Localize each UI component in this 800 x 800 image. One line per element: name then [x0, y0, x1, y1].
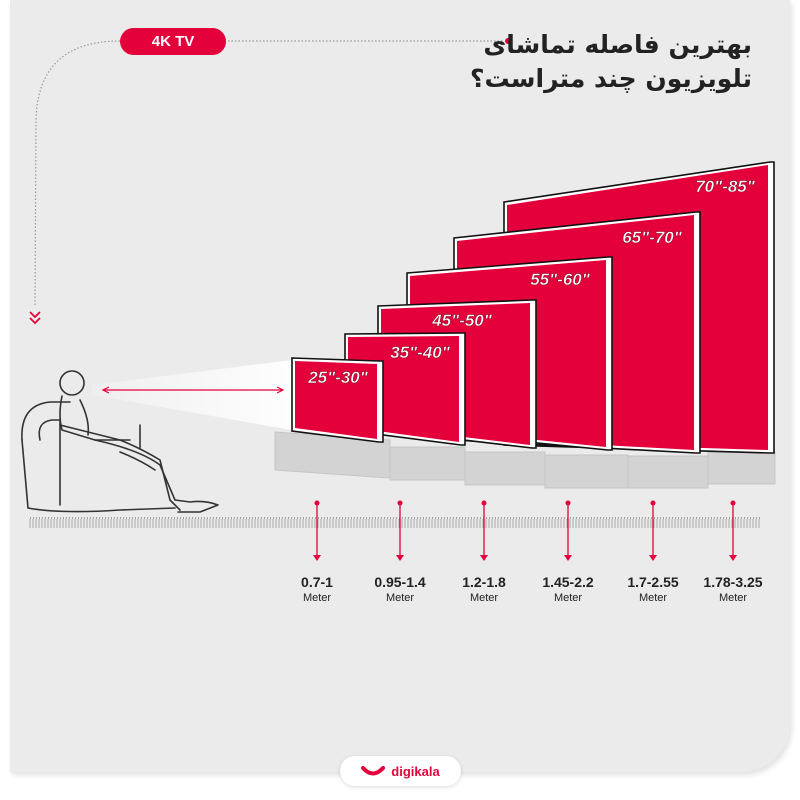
distance-value: 0.95-1.4: [374, 574, 426, 590]
page-title: بهترین فاصله تماشای تلویزیون چند متراست؟: [470, 28, 752, 96]
person-on-armchair-icon: [21, 370, 219, 513]
title-line-1: بهترین فاصله تماشای: [483, 30, 752, 59]
dotted-curve: [34, 40, 121, 306]
distance-unit: Meter: [385, 592, 415, 604]
distance-label: 0.95-1.4 Meter: [345, 574, 455, 604]
tv-size-label: 45"-50": [431, 311, 493, 330]
distance-unit: Meter: [302, 592, 332, 604]
tv-size-label: 25"-30": [307, 368, 369, 387]
distance-value: 1.78-3.25: [703, 574, 763, 590]
tv-size-label: 70"-85": [695, 177, 756, 196]
distance-arrow: [480, 500, 488, 561]
smile-logo-icon: [361, 766, 386, 776]
brand-name: digikala: [391, 763, 440, 779]
tv-size-label: 35"-40": [390, 343, 451, 362]
distance-unit: Meter: [469, 592, 499, 604]
distance-label: 1.2-1.8 Meter: [429, 574, 539, 604]
distance-arrow: [564, 500, 572, 561]
digikala-logo: digikala: [340, 756, 461, 786]
tv-size-label: 65"-70": [622, 228, 683, 247]
view-beam: [92, 360, 292, 430]
tv-stands: [274, 431, 776, 489]
distance-label: 0.7-1 Meter: [262, 574, 372, 604]
distance-value: 1.45-2.2: [542, 574, 594, 590]
title-line-2: تلویزیون چند متراست؟: [469, 64, 752, 93]
distance-value: 1.7-2.55: [627, 574, 679, 590]
distance-label: 1.78-3.25 Meter: [678, 574, 788, 604]
distance-unit: Meter: [718, 592, 748, 604]
distance-arrow: [649, 500, 657, 561]
distance-arrow: [729, 500, 737, 561]
chevron-down-icon: [29, 311, 41, 325]
tv-screen: [295, 361, 377, 439]
distance-unit: Meter: [638, 592, 668, 604]
distance-arrow: [313, 500, 321, 561]
distance-ruler: [29, 517, 760, 528]
distance-value: 1.2-1.8: [462, 574, 506, 590]
distance-value: 0.7-1: [301, 574, 333, 590]
distance-arrow: [396, 500, 404, 561]
connector-dot: [505, 38, 511, 44]
distance-label: 1.45-2.2 Meter: [513, 574, 623, 604]
tv-1: 25"-30": [291, 357, 384, 443]
distance-unit: Meter: [553, 592, 583, 604]
4k-tv-badge: 4K TV: [120, 28, 226, 55]
tv-size-label: 55"-60": [530, 270, 591, 289]
distance-label: 1.7-2.55 Meter: [598, 574, 708, 604]
